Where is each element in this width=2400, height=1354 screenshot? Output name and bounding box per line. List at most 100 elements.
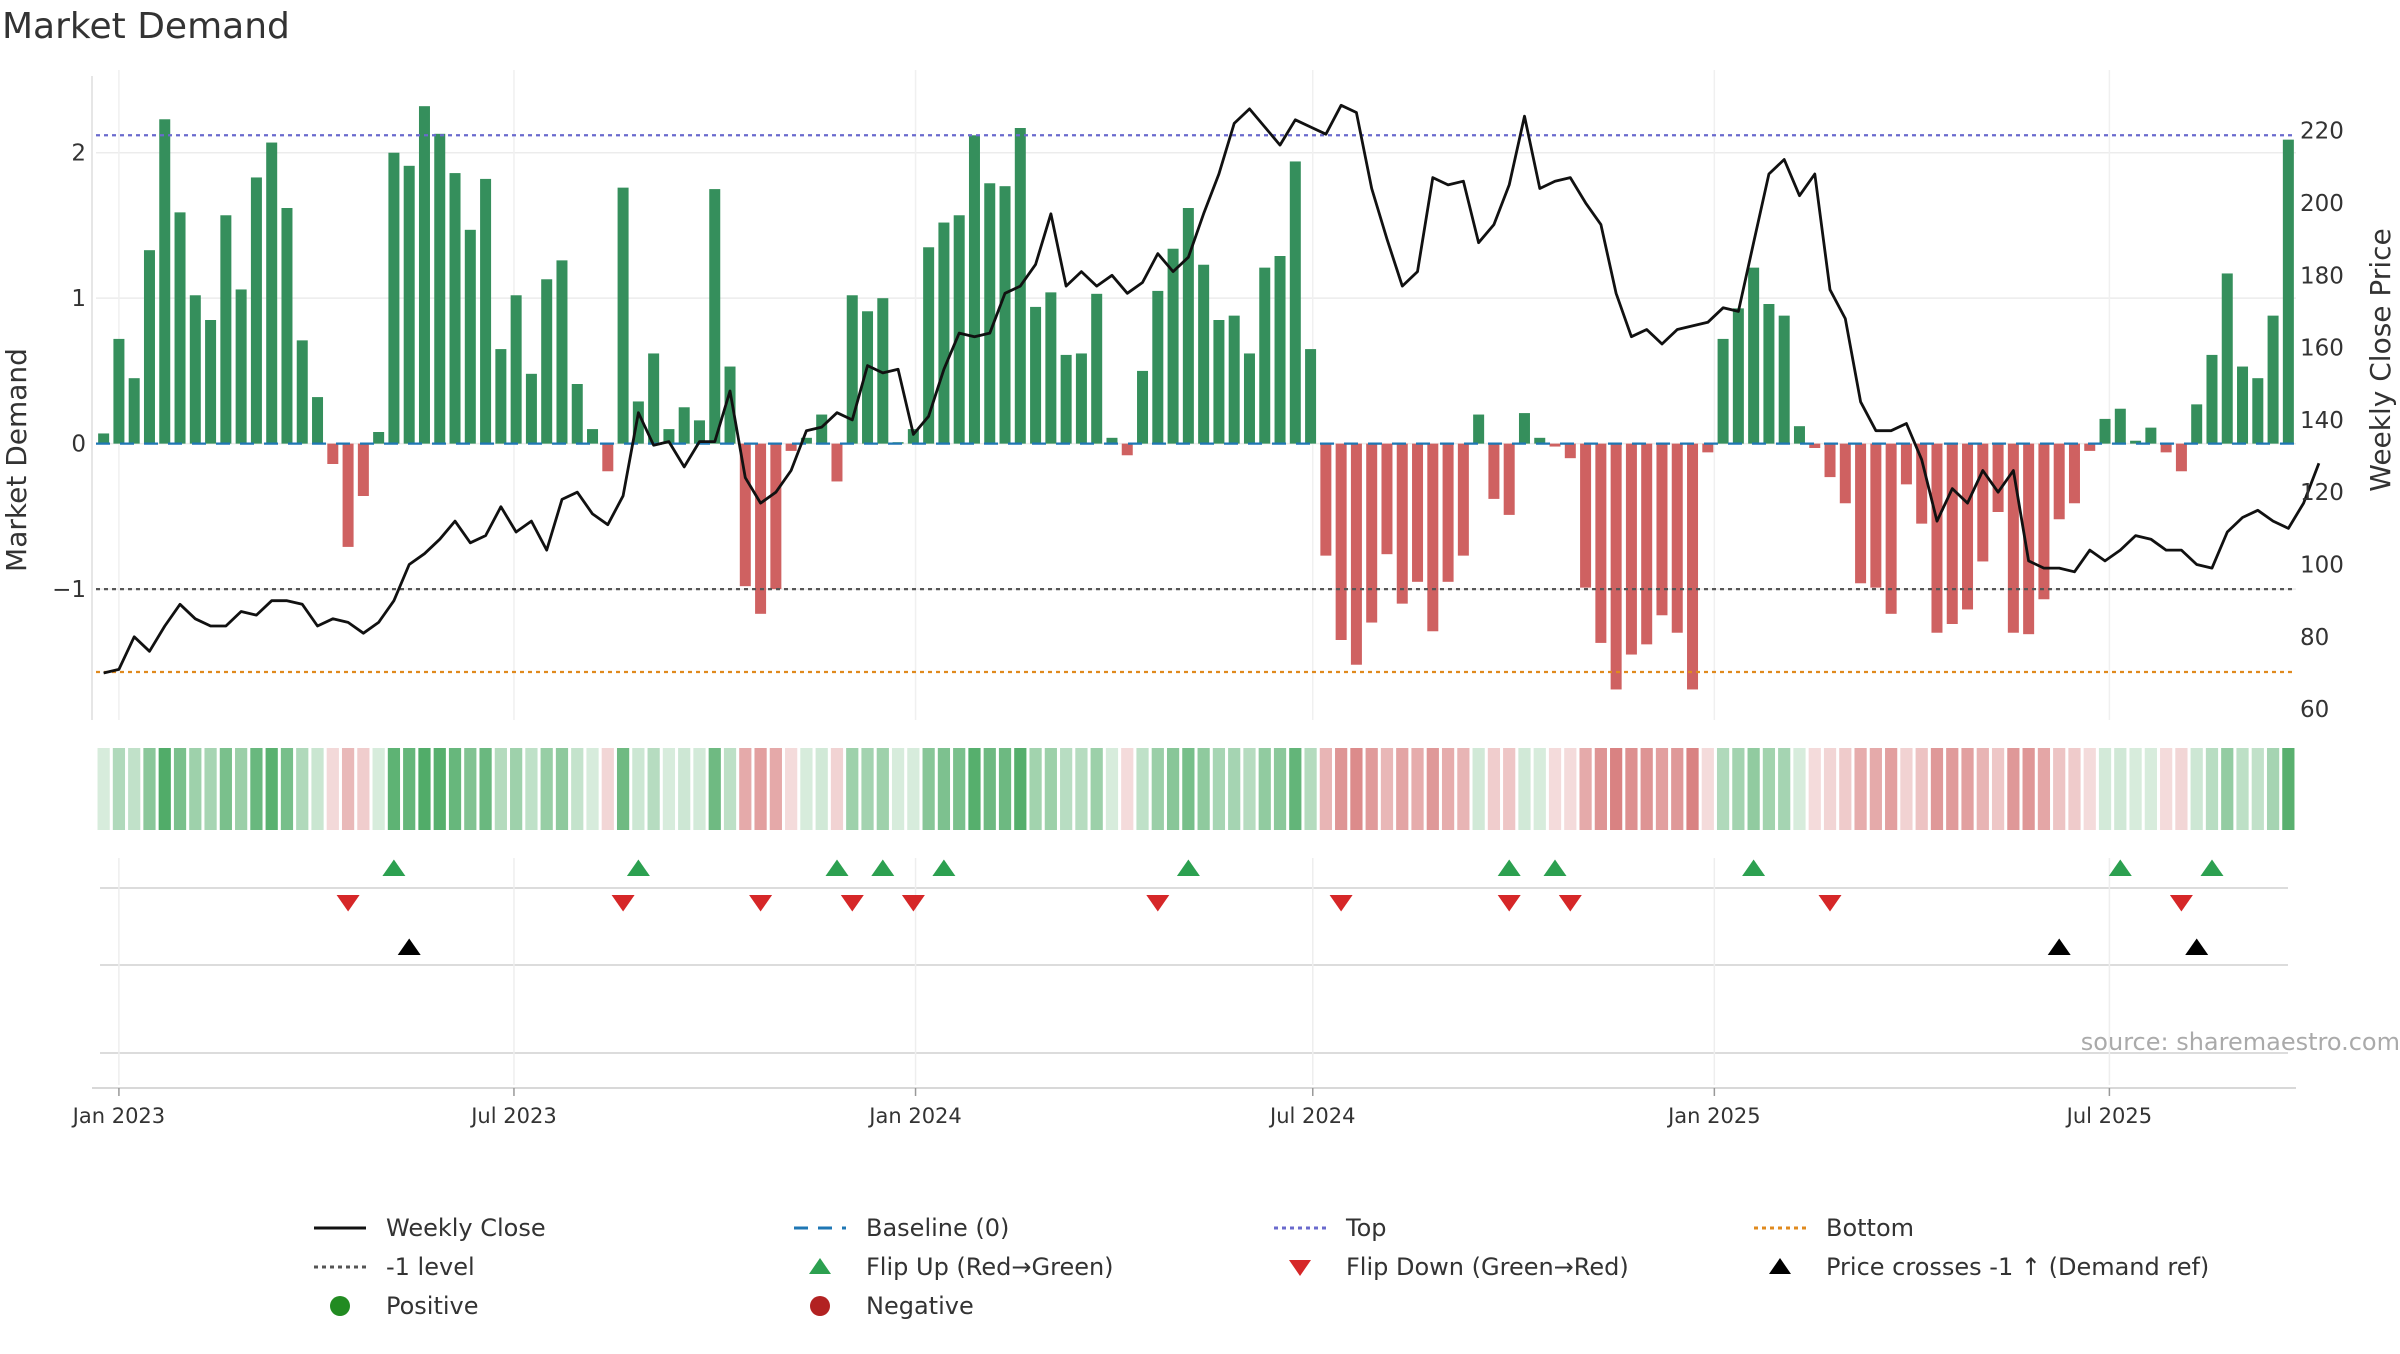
heat-strip-cell bbox=[433, 748, 446, 830]
heat-strip-cell bbox=[1350, 748, 1363, 830]
demand-bar-positive bbox=[1518, 413, 1530, 444]
flip-down-marker bbox=[1497, 895, 1521, 912]
demand-bar-positive bbox=[403, 165, 415, 444]
flip-up-marker bbox=[871, 859, 895, 876]
demand-bar-positive bbox=[2237, 366, 2249, 444]
heat-strip-cell bbox=[983, 748, 996, 830]
heat-strip-cell bbox=[953, 748, 966, 830]
heat-strip-cell bbox=[1946, 748, 1959, 830]
heat-strip-cell bbox=[357, 748, 370, 830]
legend-item: Flip Down (Green→Red) bbox=[1270, 1249, 1629, 1285]
heat-strip-cell bbox=[555, 748, 569, 830]
heat-strip-cell bbox=[2022, 748, 2035, 830]
demand-bar-negative bbox=[327, 443, 339, 464]
heat-strip-cell bbox=[540, 748, 553, 830]
heat-strip-cell bbox=[1044, 748, 1057, 830]
heat-strip-cell bbox=[1335, 748, 1348, 830]
heat-strip-cell bbox=[937, 748, 951, 830]
heat-strip-cell bbox=[2144, 748, 2157, 830]
demand-bar-positive bbox=[1289, 161, 1301, 444]
demand-bar-negative bbox=[1320, 443, 1332, 556]
heat-strip-cell bbox=[1411, 748, 1424, 830]
flip-down-marker bbox=[749, 895, 773, 912]
demand-bar-negative bbox=[2175, 443, 2187, 472]
heat-strip-cell bbox=[112, 748, 126, 830]
demand-bar-positive bbox=[128, 378, 140, 444]
demand-bar-positive bbox=[1305, 349, 1317, 444]
demand-bar-positive bbox=[464, 229, 476, 444]
demand-bar-negative bbox=[1625, 443, 1637, 655]
heat-strip-cell bbox=[1503, 748, 1516, 830]
demand-bar-positive bbox=[250, 177, 262, 444]
flip-up-marker bbox=[2200, 859, 2224, 876]
heat-strip-cell bbox=[1243, 748, 1256, 830]
legend-symbol-mark bbox=[330, 1296, 350, 1316]
legend-symbol bbox=[809, 1258, 831, 1274]
heat-strip-cell bbox=[1441, 748, 1455, 830]
y2-tick-label: 80 bbox=[2300, 625, 2329, 651]
demand-bar-positive bbox=[1473, 414, 1485, 444]
legend-symbol-mark bbox=[1289, 1260, 1311, 1276]
heat-strip-cell bbox=[2236, 748, 2249, 830]
demand-bar-positive bbox=[373, 432, 385, 444]
legend-symbol bbox=[314, 1226, 366, 1230]
heat-strip-cell bbox=[1823, 748, 1837, 830]
demand-bar-positive bbox=[1060, 354, 1072, 444]
demand-bar-negative bbox=[2007, 443, 2019, 633]
heat-strip-cell bbox=[1671, 748, 1684, 830]
demand-bar-negative bbox=[2068, 443, 2080, 504]
heat-strip-cell bbox=[998, 748, 1012, 830]
legend-symbol bbox=[810, 1296, 830, 1316]
demand-bar-positive bbox=[816, 414, 828, 444]
demand-bar-positive bbox=[953, 215, 965, 444]
flip-up-marker bbox=[382, 859, 406, 876]
price-cross-marker bbox=[2185, 938, 2209, 955]
flip-down-marker bbox=[840, 895, 864, 912]
heat-strip-cell bbox=[204, 748, 217, 830]
flip-down-marker bbox=[901, 895, 925, 912]
demand-bar-negative bbox=[1549, 443, 1561, 447]
demand-bar-negative bbox=[755, 443, 767, 614]
demand-bar-positive bbox=[235, 289, 247, 444]
heat-strip-cell bbox=[1655, 748, 1669, 830]
demand-bar-negative bbox=[1809, 443, 1821, 448]
legend-label: Flip Down (Green→Red) bbox=[1346, 1253, 1629, 1281]
legend-item: Flip Up (Red→Green) bbox=[790, 1249, 1114, 1285]
demand-bar-negative bbox=[1442, 443, 1454, 582]
heat-strip-cell bbox=[97, 748, 110, 830]
heat-strip-cell bbox=[1594, 748, 1607, 830]
demand-bar-positive bbox=[1213, 320, 1225, 444]
demand-bar-positive bbox=[678, 407, 690, 444]
demand-bar-negative bbox=[1992, 443, 2004, 512]
heat-strip-cell bbox=[1273, 748, 1287, 830]
heat-strip-cell bbox=[616, 748, 630, 830]
x-tick-label: Jul 2023 bbox=[469, 1104, 556, 1128]
demand-bar-negative bbox=[1595, 443, 1607, 643]
legend-symbol bbox=[794, 1226, 846, 1230]
price-cross-marker bbox=[2047, 938, 2071, 955]
demand-bar-negative bbox=[1381, 443, 1393, 555]
y2-tick-label: 120 bbox=[2300, 480, 2344, 506]
demand-bar-positive bbox=[877, 298, 889, 444]
demand-bar-negative bbox=[1564, 443, 1576, 459]
demand-bar-positive bbox=[449, 173, 461, 444]
flip-up-marker bbox=[932, 859, 956, 876]
demand-bar-positive bbox=[1778, 315, 1790, 444]
heat-strip-cell bbox=[1060, 748, 1073, 830]
demand-bar-positive bbox=[495, 349, 507, 444]
heat-strip-cell bbox=[510, 748, 523, 830]
heat-strip-cell bbox=[1075, 748, 1088, 830]
flip-down-marker bbox=[2169, 895, 2193, 912]
heat-strip-cell bbox=[1564, 748, 1577, 830]
heat-strip-cell bbox=[173, 748, 187, 830]
heat-strip-cell bbox=[571, 748, 584, 830]
demand-bar-negative bbox=[1900, 443, 1912, 485]
demand-bar-positive bbox=[556, 260, 568, 444]
heat-strip-cell bbox=[1732, 748, 1745, 830]
demand-bar-negative bbox=[1427, 443, 1439, 632]
demand-bar-negative bbox=[1457, 443, 1469, 556]
heat-strip-cell bbox=[2160, 748, 2173, 830]
heat-strip-cell bbox=[1548, 748, 1562, 830]
heat-strip-cell bbox=[1319, 748, 1332, 830]
